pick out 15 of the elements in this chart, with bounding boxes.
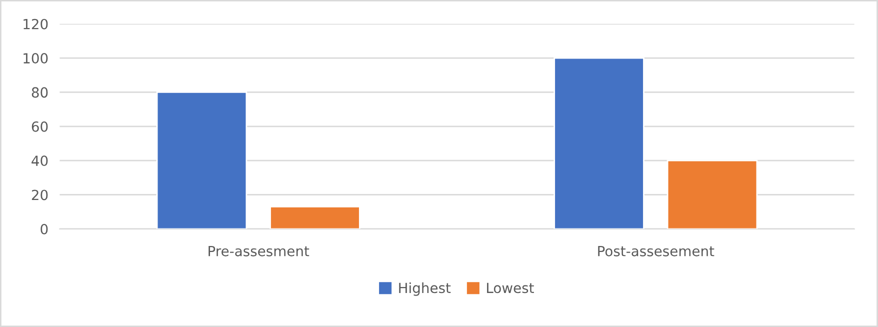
bar: [554, 57, 644, 229]
y-tick-label: 120: [24, 18, 48, 30]
y-tick-label: 20: [32, 190, 48, 200]
y-tick-label: 100: [24, 53, 48, 64]
y-tick-label: 60: [32, 121, 48, 132]
bar: [666, 160, 758, 229]
y-tick-label: 40: [32, 156, 48, 166]
y-tick-label: 0: [40, 224, 48, 234]
x-tick-label: Post-assesement: [598, 246, 714, 256]
bar: [156, 92, 248, 229]
legend-label: Highest: [399, 282, 451, 296]
legend-label: Lowest: [487, 282, 534, 294]
y-tick-label: 80: [32, 87, 48, 98]
bar: [270, 206, 360, 229]
x-tick-label: Pre-assesment: [208, 246, 310, 256]
